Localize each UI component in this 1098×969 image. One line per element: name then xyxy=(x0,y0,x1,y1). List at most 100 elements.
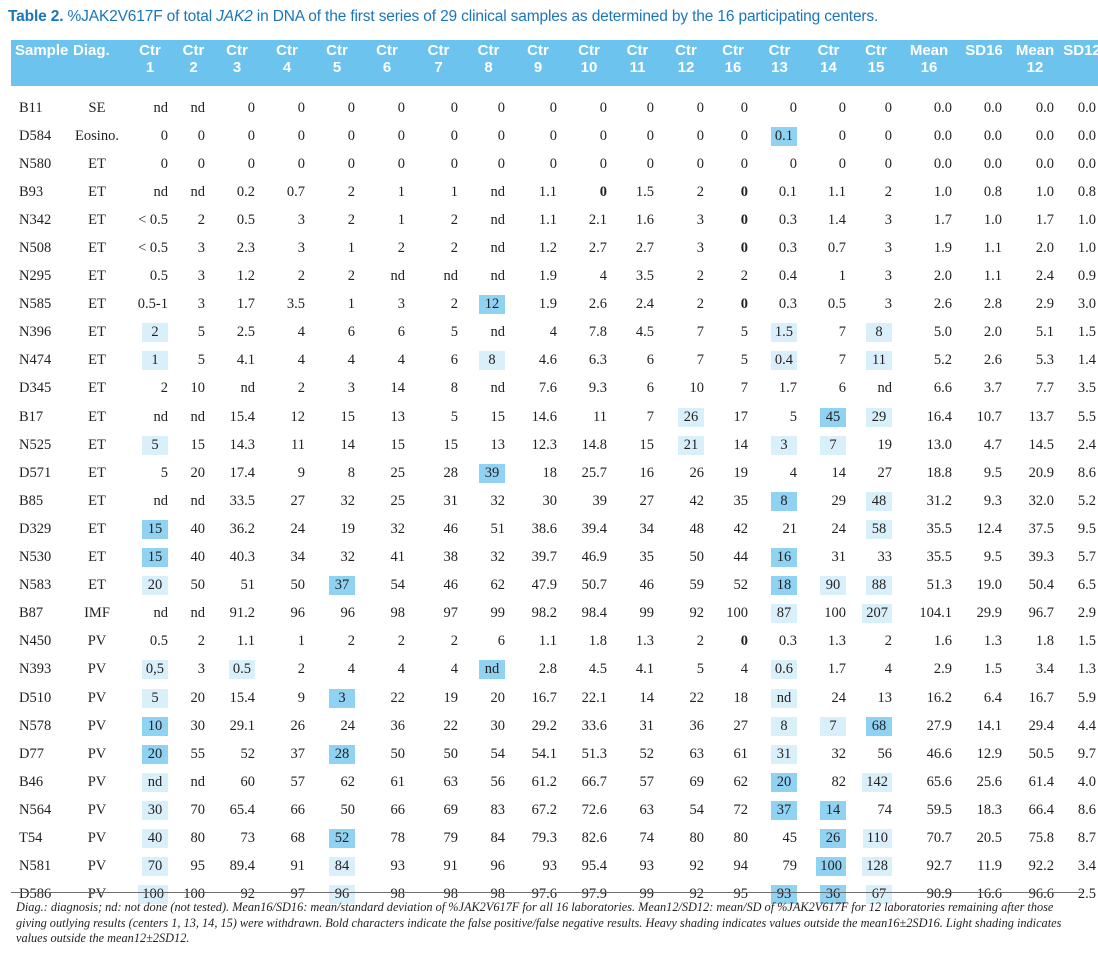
cell-value: 2 xyxy=(160,380,168,397)
cell-value: 52 xyxy=(733,577,749,594)
cell-value: 95 xyxy=(190,858,206,875)
value-cell: 97 xyxy=(412,600,465,628)
cell-value: 2.9 xyxy=(1035,296,1054,313)
value-cell: 2.9 xyxy=(899,656,959,684)
cell-value: 0 xyxy=(247,127,255,144)
cell-value: 8 xyxy=(771,491,797,511)
cell-value: 98 xyxy=(443,886,459,903)
cell-value: 3 xyxy=(329,688,355,708)
value-cell: 0 xyxy=(661,86,711,122)
value-cell: 7 xyxy=(804,319,853,347)
cell-value: 1 xyxy=(450,183,458,200)
cell-value: 4 xyxy=(397,661,405,678)
cell-value: 1.0 xyxy=(983,211,1002,228)
value-cell: 2.8 xyxy=(959,291,1009,319)
cell-value: 96 xyxy=(329,885,355,905)
cell-value: 35.5 xyxy=(926,549,952,566)
cell-value: B87 xyxy=(19,605,44,622)
cell-value: 5 xyxy=(197,324,205,341)
diagnosis-cell: ET xyxy=(69,347,125,375)
value-cell: 5 xyxy=(175,347,212,375)
value-cell: 0 xyxy=(412,122,465,150)
value-cell: 1 xyxy=(362,178,412,206)
cell-value: 40 xyxy=(190,549,206,566)
cell-value: 0 xyxy=(740,127,748,144)
cell-value: 51 xyxy=(490,520,506,537)
cell-value: 37 xyxy=(771,800,797,820)
value-cell: 36 xyxy=(661,712,711,740)
value-cell: 0 xyxy=(804,122,853,150)
value-cell: 2 xyxy=(362,628,412,656)
value-cell: 1.0 xyxy=(1061,234,1098,262)
value-cell: 95 xyxy=(711,881,755,909)
diagnosis-cell: ET xyxy=(69,150,125,178)
value-cell: 40.3 xyxy=(212,544,262,572)
column-header-line: Ctr xyxy=(376,42,398,59)
cell-value: ET xyxy=(88,352,106,369)
cell-value: 31 xyxy=(831,549,847,566)
value-cell: 63 xyxy=(661,740,711,768)
value-cell: 52 xyxy=(212,740,262,768)
cell-value: 15.4 xyxy=(229,408,255,425)
value-cell: 0 xyxy=(465,150,512,178)
value-cell: 4.6 xyxy=(512,347,564,375)
cell-value: 0 xyxy=(197,127,205,144)
cell-value: PV xyxy=(87,858,107,875)
cell-value: 12 xyxy=(290,408,306,425)
cell-value: 22 xyxy=(689,689,705,706)
cell-value: ET xyxy=(88,268,106,285)
value-cell: 0.6 xyxy=(755,656,804,684)
value-cell: 32.0 xyxy=(1009,487,1061,515)
value-cell: 8 xyxy=(412,375,465,403)
value-cell: 8 xyxy=(755,712,804,740)
value-cell: 19 xyxy=(312,515,362,543)
cell-value: 27 xyxy=(877,464,893,481)
value-cell: 15 xyxy=(412,431,465,459)
value-cell: 6 xyxy=(412,347,465,375)
value-cell: 50 xyxy=(262,572,312,600)
value-cell: 104.1 xyxy=(899,600,959,628)
value-cell: 50 xyxy=(312,796,362,824)
cell-value: 0 xyxy=(549,127,557,144)
value-cell: 84 xyxy=(312,853,362,881)
cell-value: 50 xyxy=(390,745,406,762)
value-cell: 1.1 xyxy=(512,178,564,206)
value-cell: 66 xyxy=(262,796,312,824)
diagnosis-cell: ET xyxy=(69,487,125,515)
cell-value: 39 xyxy=(592,492,608,509)
cell-value: 2.5 xyxy=(1077,886,1096,903)
cell-value: 0.0 xyxy=(1077,155,1096,172)
value-cell: 96 xyxy=(312,881,362,909)
cell-value: 96.6 xyxy=(1028,886,1054,903)
value-cell: 26 xyxy=(262,712,312,740)
value-cell: 31.2 xyxy=(899,487,959,515)
cell-value: 3.4 xyxy=(1077,858,1096,875)
cell-value: nd xyxy=(190,183,206,200)
cell-value: 12 xyxy=(479,295,505,315)
cell-value: 2.4 xyxy=(1077,436,1096,453)
column-header-line: Diag. xyxy=(73,42,110,59)
value-cell: 5.9 xyxy=(1061,684,1098,712)
value-cell: 61.2 xyxy=(512,768,564,796)
value-cell: 50 xyxy=(412,740,465,768)
cell-value: 22 xyxy=(390,689,406,706)
value-cell: 32 xyxy=(312,487,362,515)
value-cell: 15 xyxy=(312,403,362,431)
sample-cell: D586 xyxy=(11,881,69,909)
cell-value: 5.3 xyxy=(1035,352,1054,369)
cell-value: 5 xyxy=(450,324,458,341)
value-cell: 69 xyxy=(412,796,465,824)
cell-value: 4 xyxy=(347,661,355,678)
value-cell: 0 xyxy=(175,150,212,178)
table-row: N396 ET 2 5 2.5 4 6 6 5 nd 4 7.8 4.5 7 5 1.5 7 8 5.0 2.0 5.1… xyxy=(11,319,1098,347)
value-cell: 1.4 xyxy=(804,206,853,234)
cell-value: 63 xyxy=(443,773,459,790)
value-cell: 100 xyxy=(804,853,853,881)
value-cell: 91 xyxy=(262,853,312,881)
cell-value: 68 xyxy=(866,716,892,736)
sample-cell: D77 xyxy=(11,740,69,768)
cell-value: 5 xyxy=(789,408,797,425)
value-cell: 63 xyxy=(412,768,465,796)
column-header-line: Ctr xyxy=(477,42,500,59)
value-cell: 20.9 xyxy=(1009,459,1061,487)
